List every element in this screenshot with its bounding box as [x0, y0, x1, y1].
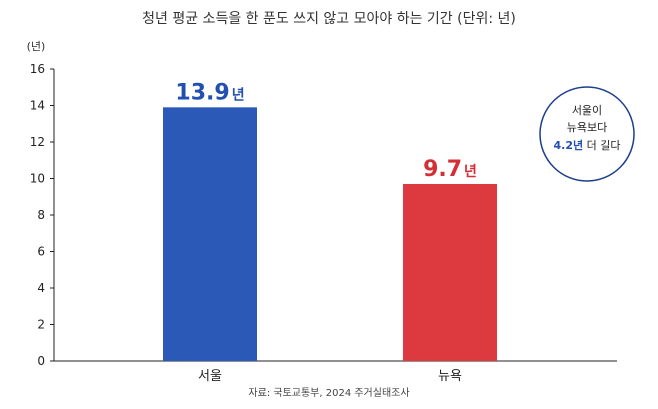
comparison-callout: 서울이 뉴욕보다 4.2년 더 길다 [539, 86, 635, 182]
bar [163, 107, 257, 361]
y-tick-label: 6 [37, 245, 45, 259]
x-tick-label: 뉴욕 [438, 369, 462, 384]
x-tick-label: 서울 [198, 369, 222, 384]
chart-title: 청년 평균 소득을 한 푼도 쓰지 않고 모아야 하는 기간 (단위: 년) [142, 11, 516, 27]
bar [403, 183, 497, 361]
y-tick-label: 0 [37, 354, 45, 368]
y-tick-label: 10 [30, 172, 45, 186]
bar-value-unit: 년 [464, 164, 477, 180]
y-tick-label: 2 [37, 318, 45, 332]
y-tick-label: 14 [30, 99, 45, 113]
y-tick-label: 12 [30, 135, 45, 149]
bar-value-label: 13.9 년 [175, 80, 244, 105]
y-tick-label: 4 [37, 281, 45, 295]
y-tick-label: 16 [30, 62, 45, 76]
callout-line-1: 서울이 [572, 104, 602, 117]
bar-value-label: 9.7 년 [423, 157, 477, 182]
callout-highlight: 4.2년 [554, 138, 584, 152]
bar-value-unit: 년 [232, 87, 245, 103]
callout-line-3-rest: 더 길다 [583, 139, 620, 152]
bar-value-number: 9.7 [423, 157, 462, 182]
source-note: 자료: 국토교통부, 2024 주거실태조사 [248, 387, 409, 399]
y-tick-label: 8 [37, 208, 45, 222]
callout-line-2: 뉴욕보다 [567, 121, 607, 134]
callout-circle [539, 86, 635, 182]
bar-value-number: 13.9 [175, 80, 229, 105]
callout-line-3: 4.2년 더 길다 [554, 138, 621, 152]
y-axis: 0 2 4 6 8 10 12 14 16 [30, 62, 54, 368]
y-axis-unit: (년) [27, 40, 46, 53]
